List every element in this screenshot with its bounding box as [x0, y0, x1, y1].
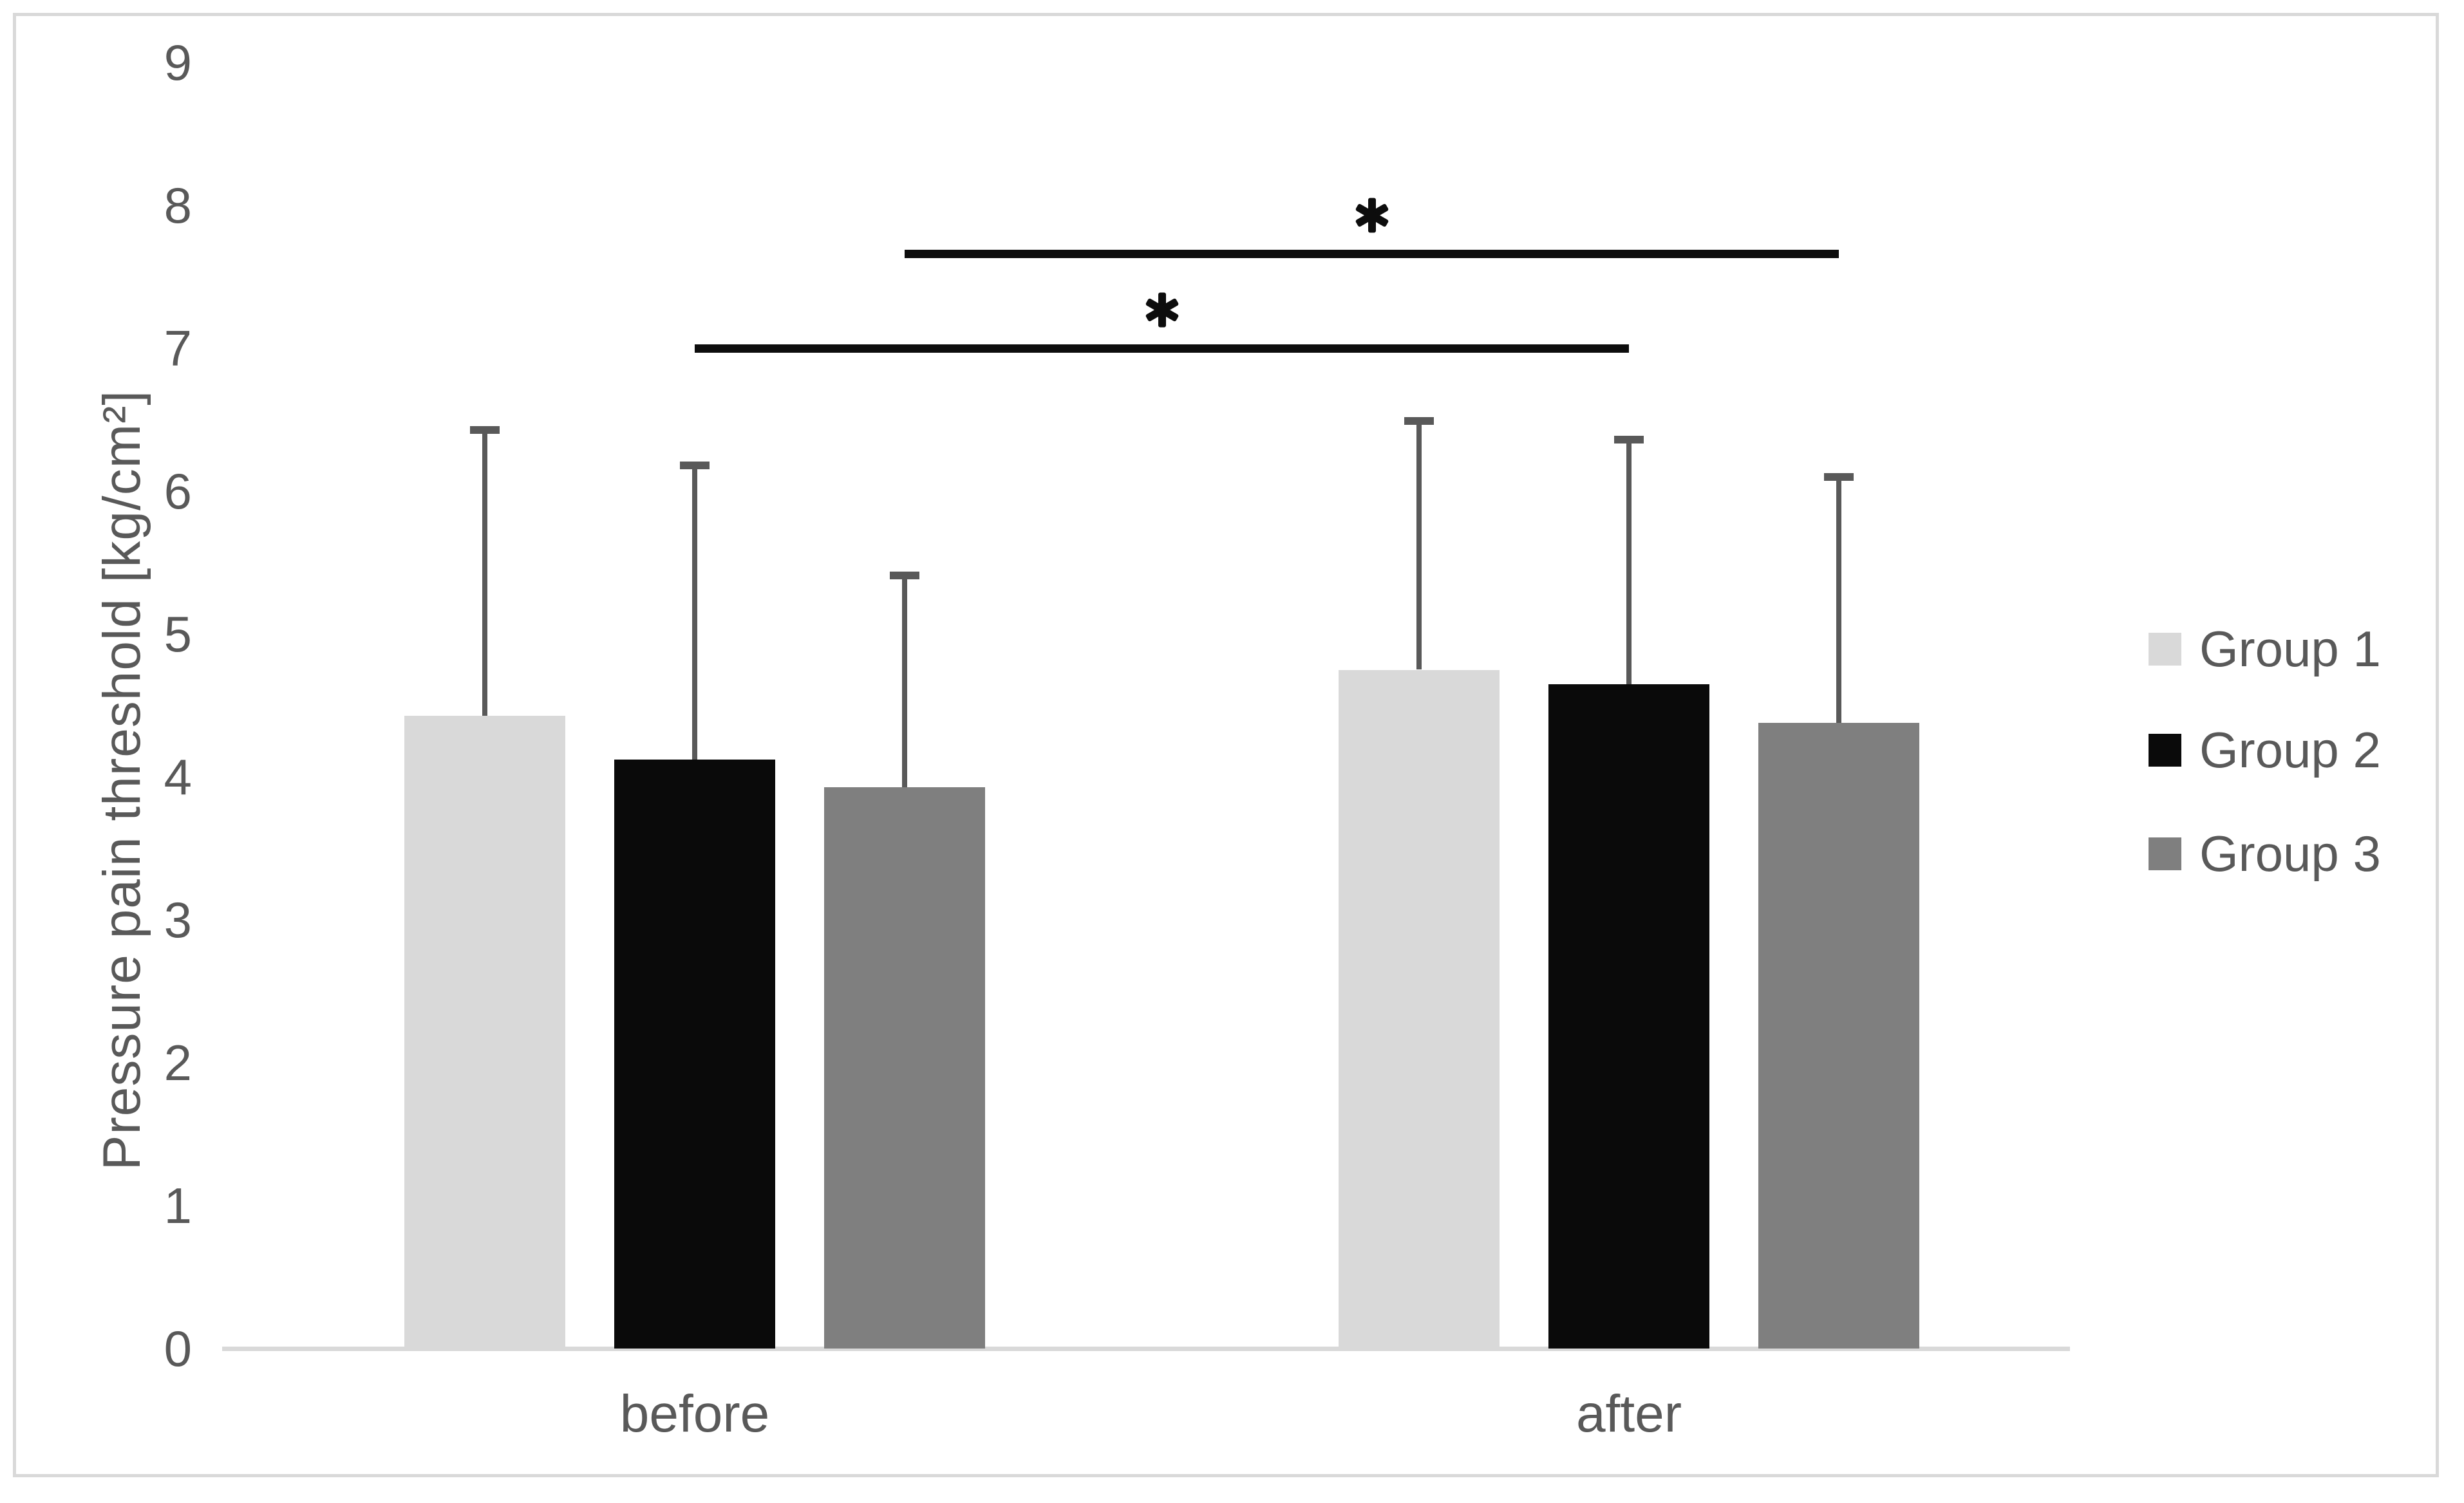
- error-bar-cap: [1824, 472, 1854, 481]
- error-bar-cap: [1404, 417, 1434, 425]
- error-bar-cap: [890, 571, 919, 579]
- y-tick-label-9: 9: [164, 34, 192, 91]
- significance-line: [695, 344, 1629, 353]
- x-axis-line: [222, 1347, 2070, 1351]
- error-bar-stem: [902, 575, 907, 787]
- y-tick-label-2: 2: [164, 1034, 192, 1091]
- y-tick-label-1: 1: [164, 1177, 192, 1234]
- y-tick-label-8: 8: [164, 177, 192, 234]
- category-label-after: after: [1575, 1385, 1682, 1443]
- significance-line: [905, 250, 1839, 259]
- bar-after-group-2: [1548, 684, 1709, 1349]
- error-bar-cap: [1614, 436, 1644, 444]
- significance-asterisk: [1354, 198, 1390, 237]
- error-bar-cap: [680, 462, 710, 470]
- error-bar-cap: [470, 425, 500, 434]
- error-bar-stem: [1626, 440, 1632, 684]
- error-bar-stem: [1416, 421, 1422, 670]
- error-bar-stem: [482, 429, 487, 716]
- bar-before-group-1: [404, 715, 565, 1349]
- y-tick-label-7: 7: [164, 320, 192, 377]
- error-bar-stem: [1836, 476, 1841, 723]
- significance-asterisk: [1144, 292, 1180, 331]
- bar-after-group-1: [1339, 669, 1500, 1349]
- y-tick-label-3: 3: [164, 892, 192, 948]
- bar-before-group-2: [614, 760, 775, 1349]
- bar-before-group-3: [824, 787, 985, 1349]
- y-tick-label-4: 4: [164, 749, 192, 805]
- bar-after-group-3: [1758, 722, 1919, 1349]
- category-label-before: before: [619, 1385, 770, 1443]
- y-tick-label-0: 0: [164, 1320, 192, 1377]
- y-tick-label-5: 5: [164, 606, 192, 662]
- error-bar-stem: [692, 465, 697, 760]
- y-tick-label-6: 6: [164, 463, 192, 519]
- figure-border: [13, 13, 2439, 1477]
